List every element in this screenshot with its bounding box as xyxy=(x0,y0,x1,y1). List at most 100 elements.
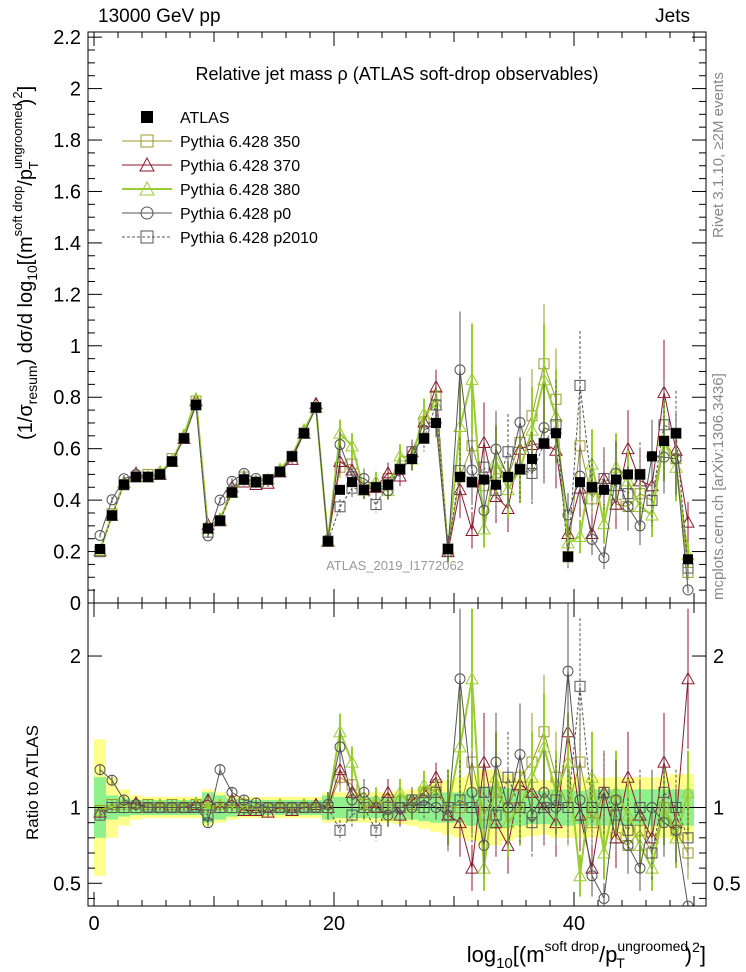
watermark-label: ATLAS_2019_I1772062 xyxy=(326,558,464,573)
ratio-point xyxy=(514,802,526,814)
legend-item: Pythia 6.428 p2010 xyxy=(122,230,318,247)
ratio-point xyxy=(178,802,190,814)
atlas-point xyxy=(239,474,249,485)
series-point xyxy=(370,499,382,511)
atlas-point xyxy=(623,469,633,480)
ratio-point xyxy=(226,802,238,814)
series-point xyxy=(430,399,442,411)
ratio-point xyxy=(682,900,694,906)
ratio-point xyxy=(406,794,418,806)
series-line-main xyxy=(99,386,689,552)
atlas-point xyxy=(443,543,453,554)
ratio-point xyxy=(310,802,322,814)
legend-marker xyxy=(141,111,153,123)
series-point xyxy=(454,364,466,376)
series-point xyxy=(574,379,586,391)
ratio-point xyxy=(382,802,394,814)
series-line-main xyxy=(99,385,689,569)
ratio-point xyxy=(454,794,466,806)
ratio-plot xyxy=(93,603,695,906)
series-point xyxy=(526,467,538,479)
y-tick-label: 2 xyxy=(70,79,81,101)
ratio-point xyxy=(502,771,514,783)
series-point xyxy=(465,523,479,536)
svg-text:(1/σresum) dσ/d log10[(msoft d: (1/σresum) dσ/d log10[(msoft drop/pungro… xyxy=(10,86,41,440)
ratio-point xyxy=(670,802,682,814)
ratio-point xyxy=(286,802,298,814)
series-point xyxy=(478,461,490,473)
atlas-point xyxy=(335,484,345,495)
y-tick-label: 1.2 xyxy=(53,284,81,306)
ratio-point xyxy=(94,809,106,821)
ratio-point xyxy=(598,786,610,798)
atlas-point xyxy=(683,554,693,565)
atlas-point xyxy=(563,551,573,562)
series-point xyxy=(453,419,467,433)
ratio-point xyxy=(237,803,251,817)
series-point xyxy=(478,504,490,516)
atlas-point xyxy=(143,471,153,482)
series-point xyxy=(214,494,226,506)
atlas-point xyxy=(263,474,273,485)
ratio-point xyxy=(94,764,106,776)
ratio-point xyxy=(202,809,214,821)
series-point xyxy=(477,521,491,535)
legend-label: Pythia 6.428 p0 xyxy=(180,206,291,223)
ratio-point xyxy=(610,809,622,821)
legend-label: Pythia 6.428 370 xyxy=(180,158,300,175)
legend-item: ATLAS xyxy=(141,110,230,127)
series-point xyxy=(477,435,491,449)
ratio-point xyxy=(250,802,262,814)
series-point xyxy=(622,488,634,500)
ratio-point xyxy=(106,802,118,814)
atlas-point xyxy=(179,433,189,444)
legend-label: Pythia 6.428 380 xyxy=(180,182,300,199)
ratio-point xyxy=(489,815,503,829)
ratio-point xyxy=(609,830,623,844)
atlas-point xyxy=(131,471,141,482)
atlas-point xyxy=(155,469,165,480)
x-tick-label: 20 xyxy=(323,913,345,935)
ratio-point xyxy=(465,671,479,685)
series-point xyxy=(573,529,587,543)
series-point xyxy=(562,509,574,521)
ratio-point xyxy=(514,749,526,760)
atlas-point xyxy=(431,417,441,428)
series-point xyxy=(538,422,550,434)
atlas-point xyxy=(491,479,501,490)
ratio-point xyxy=(238,802,250,814)
series-point xyxy=(345,438,359,452)
atlas-point xyxy=(551,428,561,439)
ratio-point xyxy=(681,671,695,685)
atlas-point xyxy=(599,484,609,495)
ratio-point xyxy=(634,862,646,874)
ratio-point xyxy=(394,802,406,814)
ratio-point xyxy=(333,762,347,776)
series-point xyxy=(226,475,238,487)
ratio-point xyxy=(285,803,299,817)
ratio-point xyxy=(490,756,502,768)
series-point xyxy=(598,473,610,485)
header-process-label: 13000 GeV pp xyxy=(98,6,221,27)
atlas-point xyxy=(479,474,489,485)
atlas-point xyxy=(227,487,237,498)
atlas-point xyxy=(671,428,681,439)
ratio-point xyxy=(526,817,538,829)
x-axis-label: log10[(msoft drop/pungroomed T)2] xyxy=(467,938,706,972)
ratio-point xyxy=(658,786,670,798)
y-tick-label: 1.4 xyxy=(53,233,81,255)
ratio-point xyxy=(334,741,346,753)
axes: 0 20 40 0 0.2 0.4 0.6 0.8 1 1.2 1.4 1.6 1.8 2 2.2 0.5 0.… xyxy=(53,27,741,935)
ratio-point xyxy=(490,809,502,821)
ratio-point xyxy=(262,802,274,814)
atlas-point xyxy=(419,433,429,444)
ratio-point xyxy=(634,802,646,814)
atlas-point xyxy=(107,510,117,521)
ratio-point xyxy=(166,802,178,814)
series-point xyxy=(106,494,118,506)
y-tick-label: 0.8 xyxy=(53,387,81,409)
series-point xyxy=(502,446,514,458)
series-line-ratio xyxy=(99,678,689,876)
series-line-main xyxy=(99,376,689,556)
